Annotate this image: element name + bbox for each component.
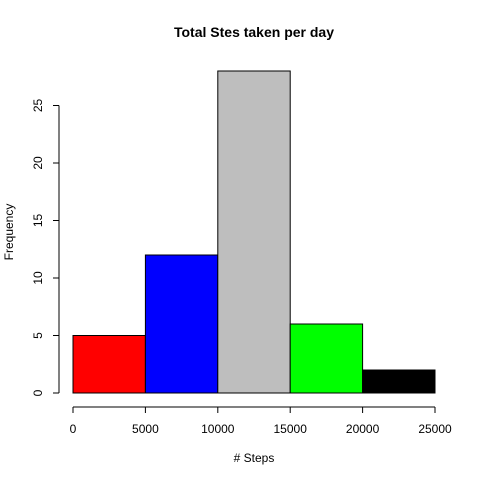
bar-4: [362, 369, 436, 394]
y-tick-label-4: 20: [31, 156, 45, 170]
y-tick-label-2: 10: [31, 271, 45, 285]
bar-3: [289, 323, 364, 394]
x-tick-label-4: 20000: [346, 422, 380, 436]
y-axis-label: Frequency: [2, 204, 16, 261]
bar-0: [72, 335, 146, 394]
x-tick-label-3: 15000: [274, 422, 308, 436]
x-tick-label-2: 10000: [201, 422, 235, 436]
x-tick-label-5: 25000: [418, 422, 452, 436]
bars-group: [72, 70, 436, 394]
y-tick-label-1: 5: [31, 332, 45, 339]
bar-2: [217, 70, 291, 394]
chart-title: Total Stes taken per day: [174, 24, 334, 40]
y-tick-label-0: 0: [31, 389, 45, 396]
x-tick-label-1: 5000: [132, 422, 159, 436]
x-tick-label-0: 0: [70, 422, 77, 436]
y-tick-label-5: 25: [31, 99, 45, 113]
x-axis: 0 5000 10000 15000 20000 25000: [70, 406, 452, 436]
y-axis: 0 5 10 15 20 25: [31, 99, 60, 396]
x-axis-label: # Steps: [234, 451, 275, 465]
y-tick-label-3: 15: [31, 214, 45, 228]
bar-1: [144, 254, 219, 394]
